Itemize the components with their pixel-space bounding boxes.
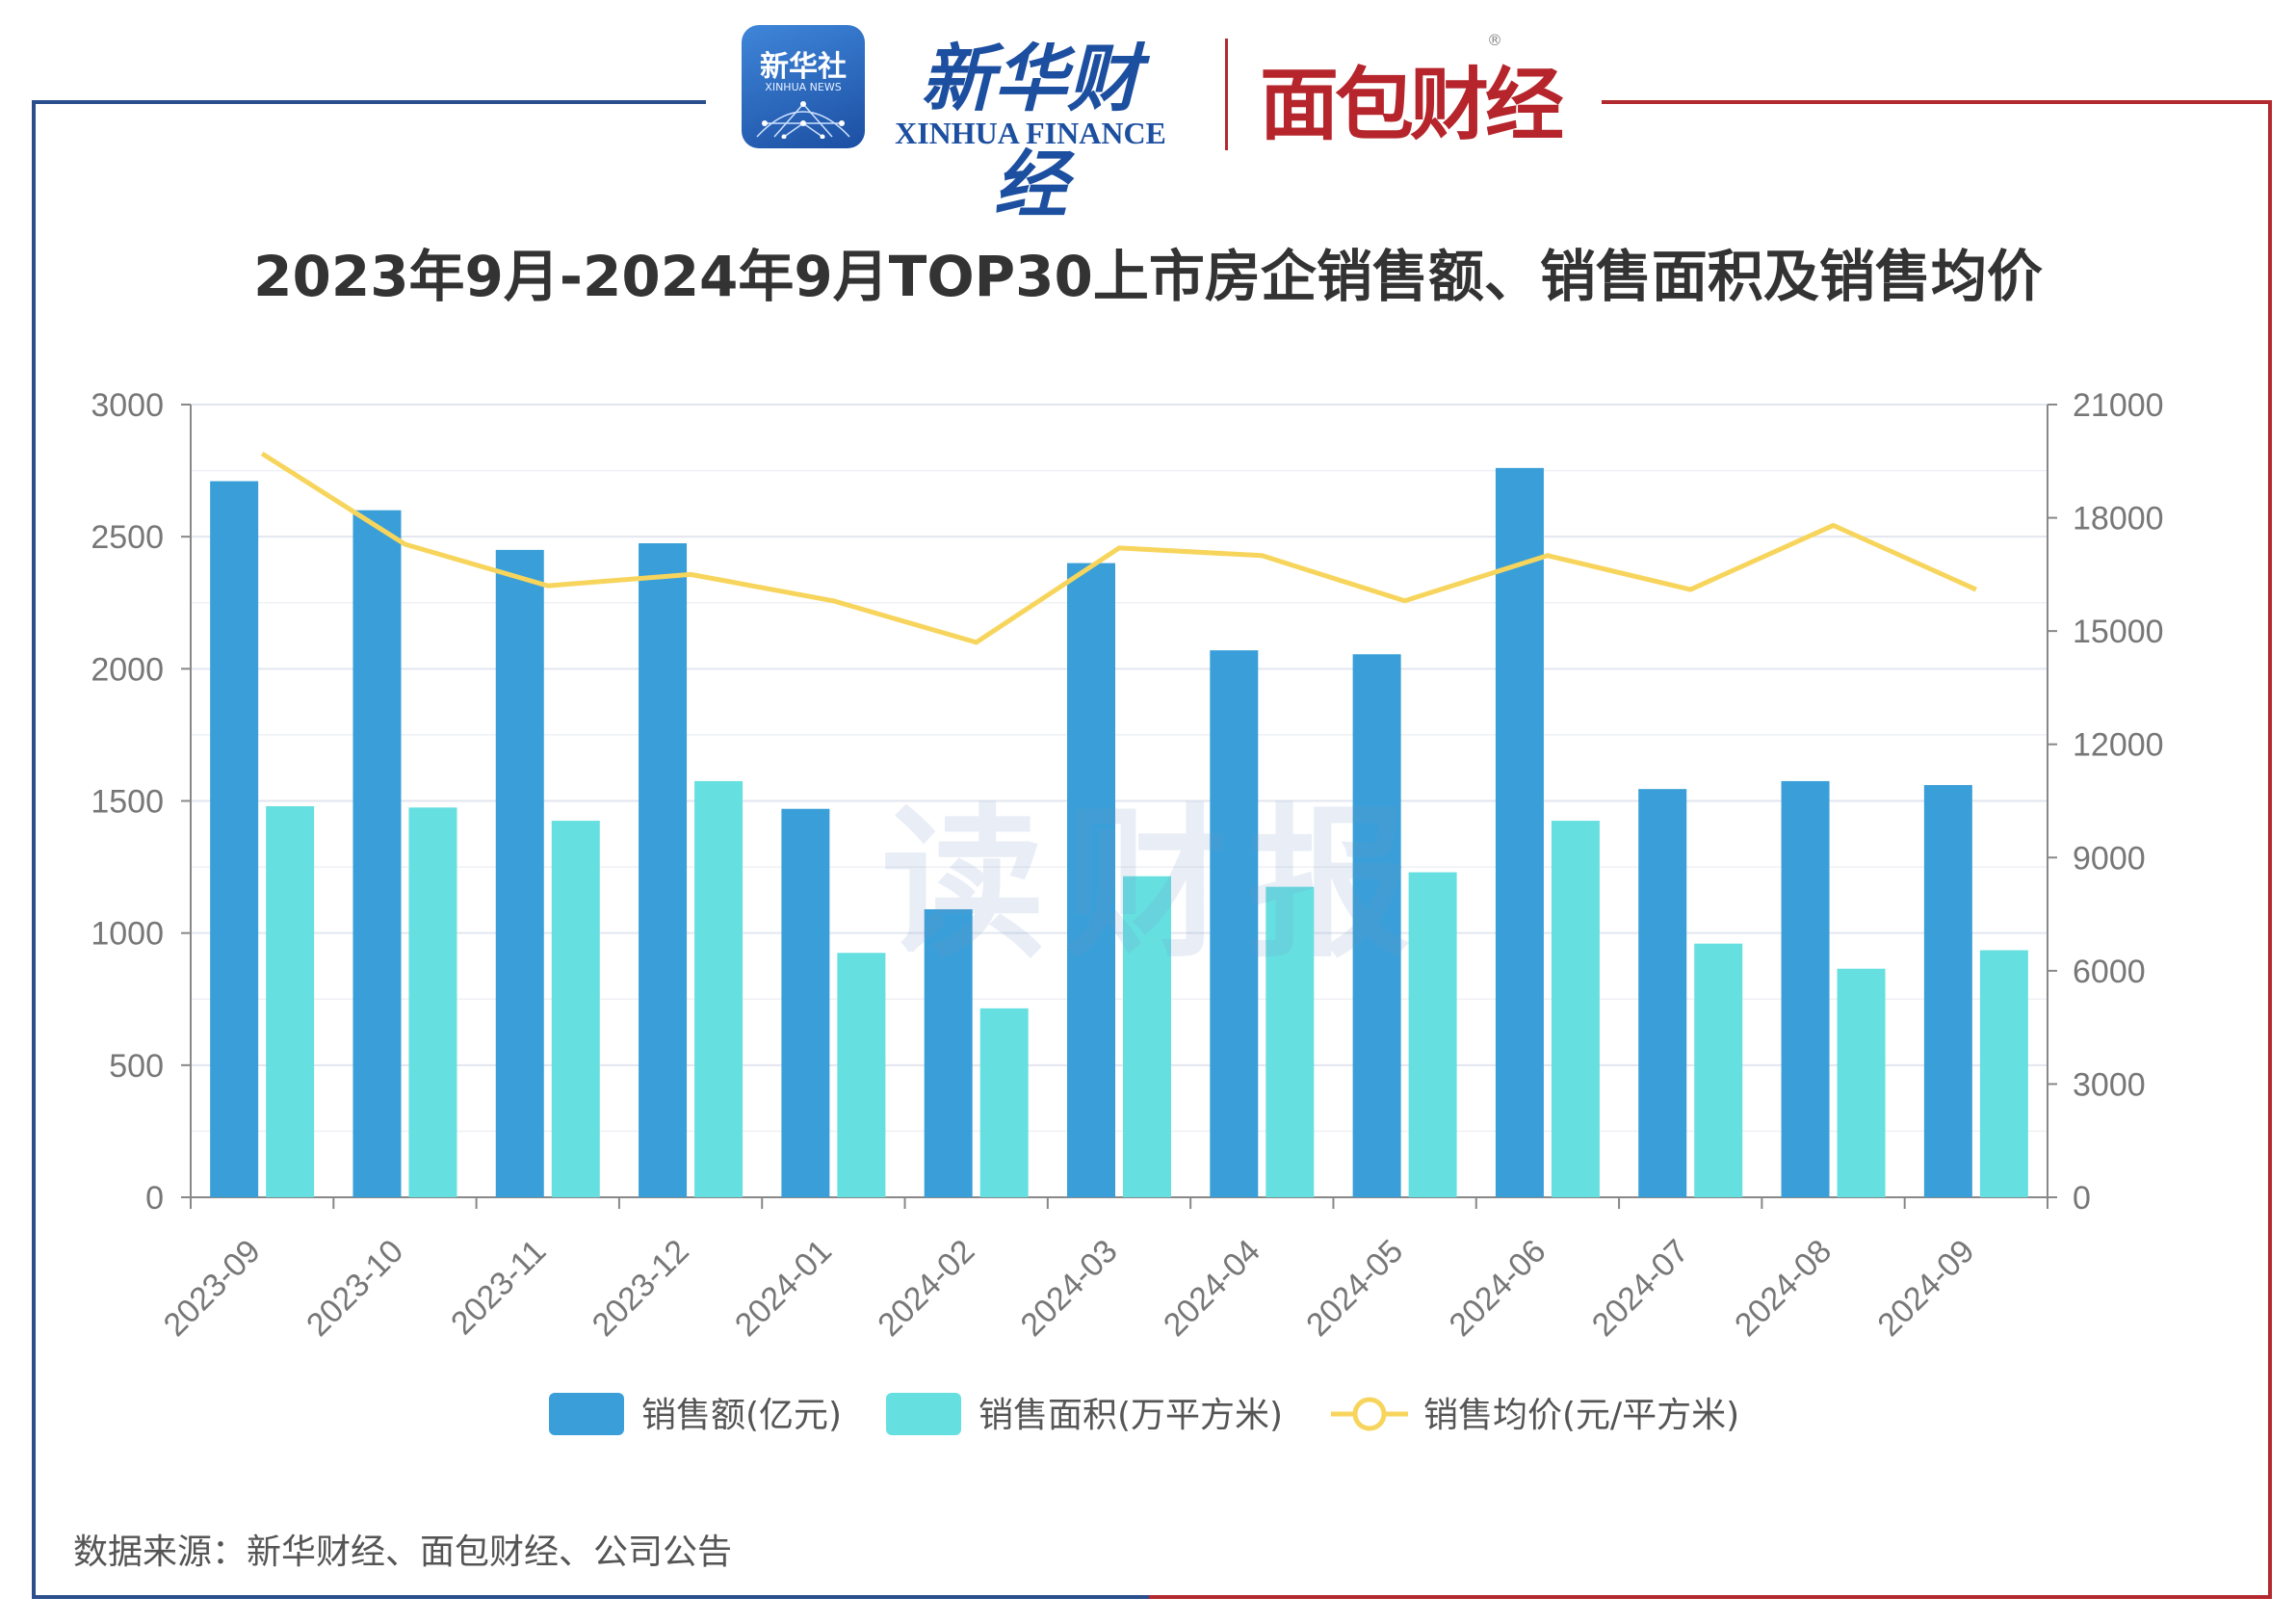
bar-sales-amount [1352, 654, 1401, 1197]
bar-sales-area [1123, 876, 1171, 1197]
chart-title: 2023年9月-2024年9月TOP30上市房企销售额、销售面积及销售均价 [253, 244, 2043, 309]
x-tick-label: 2023-11 [444, 1233, 553, 1342]
x-tick-label: 2023-12 [586, 1233, 696, 1344]
bar-sales-area [1408, 872, 1457, 1197]
bar-sales-area [1551, 821, 1600, 1197]
watermark: 读财报 [880, 790, 1430, 981]
bar-sales-area [1837, 968, 1886, 1197]
y-left-tick-label: 500 [109, 1048, 164, 1085]
y-right-tick-label: 9000 [2073, 840, 2146, 877]
x-tick-label: 2024-04 [1157, 1233, 1267, 1344]
x-tick-label: 2024-09 [1870, 1233, 1981, 1344]
frame-bottom-right [1149, 1595, 2272, 1599]
line-avg-price [260, 451, 1977, 645]
globe-network-icon [756, 101, 850, 139]
bar-sales-area [1265, 886, 1315, 1197]
y-left-tick-label: 2000 [91, 651, 164, 688]
bar-sales-amount [1210, 650, 1259, 1197]
bar-sales-area [837, 953, 886, 1197]
frame-top-left [32, 100, 706, 104]
mianbao-finance-logo: 面包财经 [1260, 60, 1564, 151]
legend-swatch-avg-price-marker [1352, 1397, 1387, 1431]
bar-sales-area [979, 1008, 1029, 1197]
bar-sales-amount [924, 908, 973, 1197]
bar-sales-amount [639, 543, 688, 1197]
y-right-tick-label: 21000 [2073, 387, 2164, 424]
x-tick-label: 2024-07 [1585, 1233, 1696, 1344]
bar-sales-area [1694, 943, 1743, 1197]
bar-sales-area [1979, 950, 2028, 1197]
legend-swatch-sales-area [886, 1393, 961, 1435]
x-tick-label: 2024-03 [1014, 1233, 1125, 1344]
bar-sales-area [551, 821, 600, 1197]
x-tick-label: 2024-05 [1299, 1233, 1410, 1344]
xinhua-finance-name: 新华财经 [921, 36, 1140, 227]
legend-label-avg-price: 销售均价(元/平方米) [1423, 1396, 1739, 1435]
bar-sales-area [694, 780, 744, 1197]
xinhua-badge-sub: XINHUA NEWS [765, 81, 842, 93]
y-right-tick-label: 18000 [2073, 501, 2164, 537]
legend-label-sales-area: 销售面积(万平方米) [978, 1396, 1283, 1435]
frame-bottom-left [32, 1595, 1149, 1599]
xinhua-news-logo: 新华社 XINHUA NEWS [742, 25, 865, 148]
legend-label-sales-amount: 销售额(亿元) [641, 1396, 842, 1435]
x-tick-label: 2023-10 [300, 1233, 410, 1344]
y-left-tick-label: 1500 [91, 784, 164, 821]
bar-sales-amount [352, 510, 402, 1197]
y-right-tick-label: 3000 [2073, 1066, 2146, 1103]
y-left-tick-label: 1000 [91, 916, 164, 953]
bar-sales-amount [1495, 467, 1544, 1198]
registered-mark: ® [1487, 31, 1502, 49]
logo-divider [1225, 39, 1228, 150]
xinhua-finance-en: XINHUA FINANCE [895, 116, 1166, 150]
frame-top-right [1602, 100, 2272, 104]
x-tick-label: 2024-01 [728, 1233, 839, 1344]
bar-sales-area [408, 807, 457, 1197]
bar-sales-area [266, 805, 315, 1197]
y-right-tick-label: 0 [2073, 1180, 2091, 1217]
x-tick-label: 2024-02 [871, 1233, 981, 1344]
bar-sales-amount [210, 481, 259, 1198]
bar-sales-amount [495, 549, 544, 1197]
y-left-tick-label: 0 [145, 1180, 164, 1217]
bar-sales-amount [1781, 780, 1830, 1197]
xinhua-badge-text: 新华社 [760, 50, 847, 84]
y-left-tick-label: 3000 [91, 387, 164, 424]
y-right-tick-label: 15000 [2073, 614, 2164, 650]
frame-right [2268, 100, 2272, 1599]
x-tick-label: 2023-09 [157, 1233, 268, 1344]
x-tick-label: 2024-08 [1728, 1233, 1839, 1344]
y-right-tick-label: 6000 [2073, 954, 2146, 990]
bar-sales-amount [781, 808, 830, 1197]
y-right-tick-label: 12000 [2073, 727, 2164, 764]
data-source-note: 数据来源：新华财经、面包财经、公司公告 [73, 1532, 733, 1572]
x-tick-label: 2024-06 [1442, 1233, 1552, 1344]
legend-swatch-sales-amount [549, 1393, 624, 1435]
bar-sales-amount [1638, 789, 1687, 1197]
bar-sales-amount [1923, 785, 1972, 1197]
y-left-tick-label: 2500 [91, 519, 164, 556]
bar-sales-amount [1067, 563, 1115, 1197]
frame-left [32, 100, 36, 1599]
header-logos: 新华社 XINHUA NEWS 新华财经 XINHUA FINANCE 面包财经… [732, 19, 1589, 227]
